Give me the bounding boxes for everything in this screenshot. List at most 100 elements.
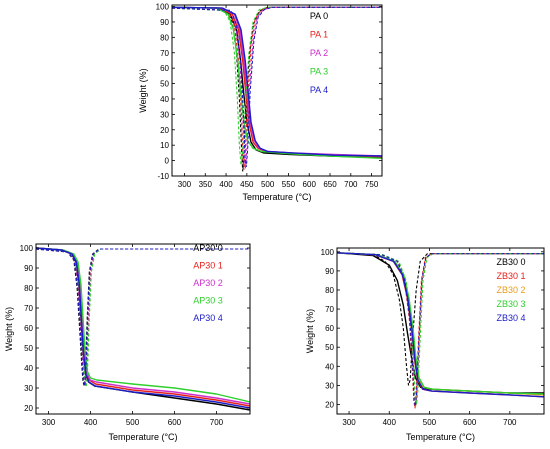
y-tick-label: 40 (24, 364, 33, 373)
legend-entry-3: PA 3 (310, 67, 328, 77)
legend-entry-3: ZB30 3 (496, 299, 525, 309)
x-tick-label: 750 (365, 180, 379, 189)
x-tick-label: 700 (344, 180, 358, 189)
y-tick-label: 0 (165, 157, 170, 166)
series-weight-line-3 (172, 6, 382, 159)
y-tick-label: 50 (160, 80, 169, 89)
series-weight-line-1 (36, 247, 250, 407)
x-tick-label: 400 (383, 418, 397, 427)
x-axis-label: Temperature (°C) (108, 432, 177, 442)
chart-panel-0: 300 350 400 450 500 550 600 650 700 750 -10 0 10 20 30… (138, 3, 383, 202)
x-tick-label: 650 (323, 180, 337, 189)
legend-entry-2: ZB30 2 (496, 285, 525, 295)
chart-panel-1: 300 400 500 600 700 20 30 40 50 60 70 80 90 100 Temper… (4, 243, 251, 442)
x-tick-label: 600 (303, 180, 317, 189)
y-tick-label: 80 (24, 284, 33, 293)
y-tick-label: 30 (160, 110, 169, 119)
legend-entry-4: ZB30 4 (496, 313, 525, 323)
y-tick-label: 100 (156, 3, 170, 12)
y-tick-label: 70 (160, 49, 169, 58)
series-derivative-line-4 (36, 248, 250, 387)
legend-entry-3: AP30 3 (193, 296, 223, 306)
x-tick-label: 600 (168, 418, 182, 427)
y-tick-label: 20 (160, 126, 169, 135)
series-weight-line-0 (172, 6, 382, 159)
y-tick-label: 50 (325, 343, 334, 352)
y-tick-label: 30 (325, 381, 334, 390)
y-tick-label: 100 (321, 248, 335, 257)
legend-entry-0: PA 0 (310, 11, 328, 21)
x-tick-label: 700 (210, 418, 224, 427)
legend-entry-2: PA 2 (310, 48, 328, 58)
x-tick-label: 350 (199, 180, 213, 189)
plot-area (172, 6, 382, 172)
series-weight-line-3 (36, 247, 250, 403)
x-tick-label: 400 (219, 180, 233, 189)
series-derivative-line-1 (172, 6, 382, 170)
legend-entry-1: ZB30 1 (496, 271, 525, 281)
series-derivative-line-0 (337, 252, 544, 386)
chart-panel-2: 300 400 500 600 700 20 30 40 50 60 70 80 90 100 Temper… (305, 247, 545, 442)
y-tick-label: 70 (325, 305, 334, 314)
y-tick-label: 40 (325, 362, 334, 371)
series-weight-line-4 (337, 252, 544, 398)
series-derivative-line-2 (172, 6, 382, 169)
x-tick-label: 450 (240, 180, 254, 189)
series-derivative-line-3 (172, 6, 382, 166)
y-tick-label: 20 (325, 400, 334, 409)
series-derivative-line-3 (337, 252, 544, 405)
y-tick-label: 20 (24, 404, 33, 413)
plot-frame (171, 4, 383, 177)
x-axis-label: Temperature (°C) (242, 192, 311, 202)
series-weight-line-4 (172, 6, 382, 157)
y-axis-label: Weight (%) (305, 309, 315, 353)
y-axis-label: Weight (%) (4, 307, 14, 351)
legend-entry-4: PA 4 (310, 85, 328, 95)
plot-frame (336, 247, 545, 415)
y-tick-label: 90 (160, 18, 169, 27)
series-weight-line-2 (36, 247, 250, 405)
legend-entry-0: ZB30 0 (496, 257, 525, 267)
x-tick-label: 300 (42, 418, 56, 427)
legend-entry-2: AP30 2 (193, 278, 223, 288)
y-tick-label: 80 (325, 286, 334, 295)
x-tick-label: 500 (423, 418, 437, 427)
series-derivative-line-0 (172, 6, 382, 172)
legend-entry-4: AP30 4 (193, 313, 223, 323)
y-tick-label: 60 (325, 324, 334, 333)
y-tick-label: 90 (325, 267, 334, 276)
x-tick-label: 600 (463, 418, 477, 427)
y-tick-label: 90 (24, 264, 33, 273)
series-weight-line-2 (172, 6, 382, 157)
y-tick-label: -10 (157, 172, 169, 181)
y-tick-label: 100 (20, 244, 34, 253)
y-tick-label: 50 (24, 344, 33, 353)
series-weight-line-4 (36, 247, 250, 409)
series-weight-line-1 (172, 6, 382, 158)
y-tick-label: 70 (24, 304, 33, 313)
x-tick-label: 400 (84, 418, 98, 427)
y-tick-label: 60 (24, 324, 33, 333)
x-tick-label: 700 (503, 418, 517, 427)
x-tick-label: 500 (261, 180, 275, 189)
y-tick-label: 40 (160, 95, 169, 104)
legend-entry-1: AP30 1 (193, 261, 223, 271)
x-axis-label: Temperature (°C) (406, 432, 475, 442)
plot-area (36, 247, 250, 411)
series-derivative-line-4 (337, 252, 544, 407)
x-tick-label: 500 (126, 418, 140, 427)
y-tick-label: 30 (24, 384, 33, 393)
x-tick-label: 550 (282, 180, 296, 189)
y-tick-label: 10 (160, 141, 169, 150)
legend-entry-0: AP30 0 (193, 243, 223, 253)
plot-area (337, 252, 544, 409)
y-tick-label: 80 (160, 33, 169, 42)
plot-frame (35, 243, 251, 415)
series-derivative-line-4 (172, 6, 382, 167)
series-weight-line-3 (337, 252, 544, 395)
x-tick-label: 300 (342, 418, 356, 427)
y-tick-label: 60 (160, 64, 169, 73)
x-tick-label: 300 (178, 180, 192, 189)
legend-entry-1: PA 1 (310, 30, 328, 40)
